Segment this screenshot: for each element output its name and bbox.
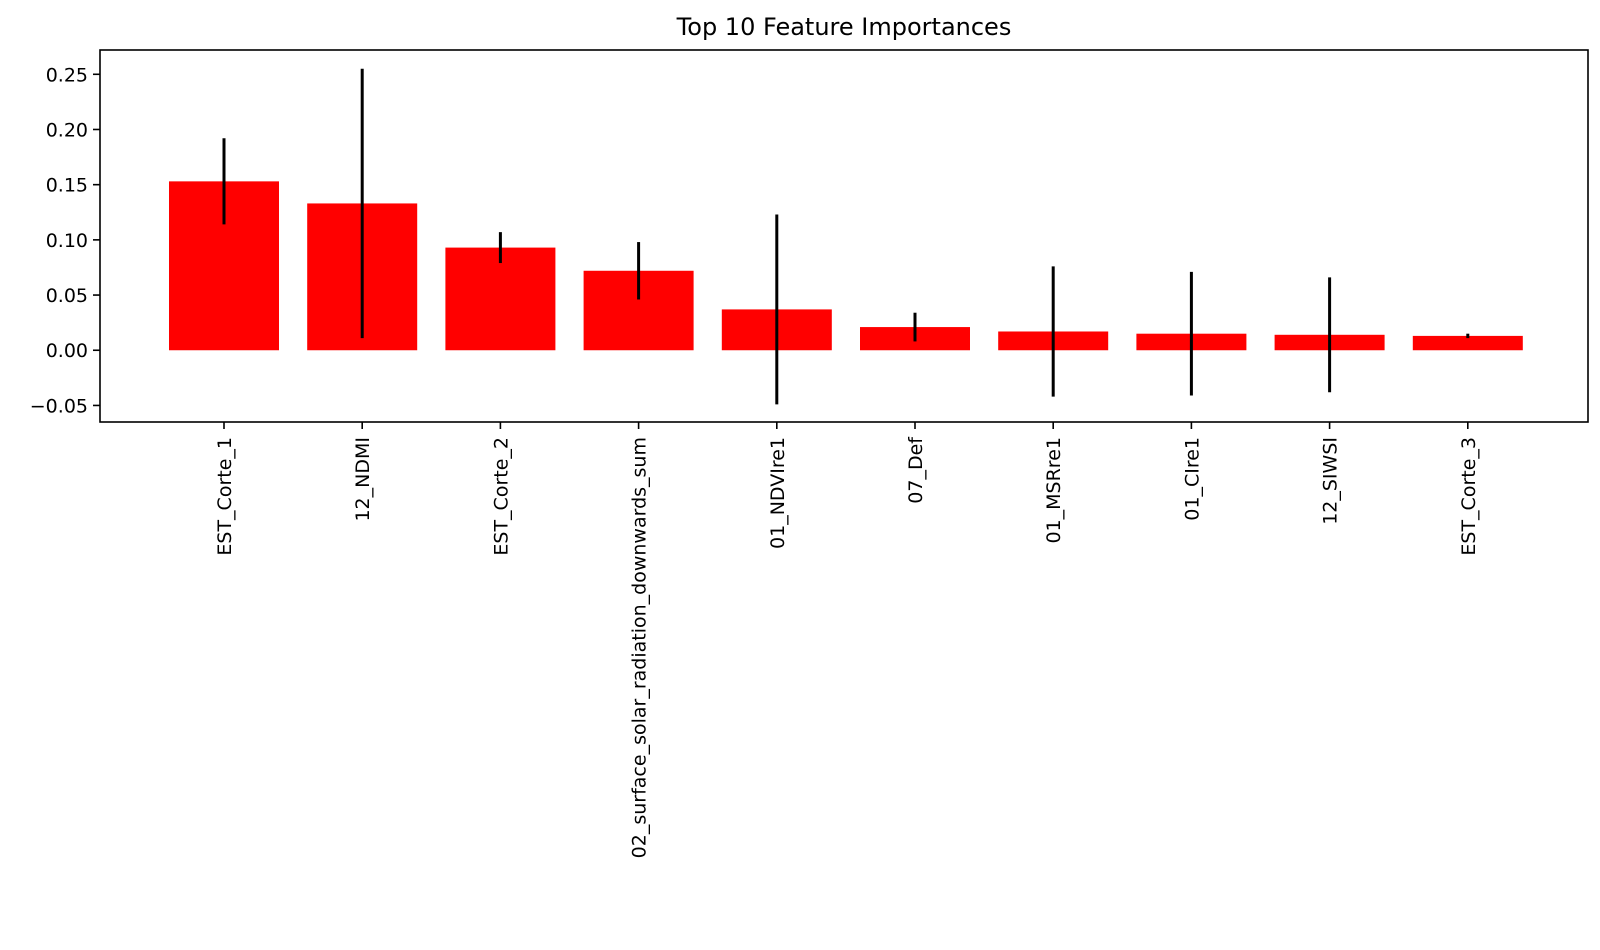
plot-frame [99, 49, 1589, 423]
x-tick-label: EST_Corte_2 [490, 437, 512, 556]
y-tick-label: 0.25 [46, 64, 88, 86]
y-tick-label: 0.10 [46, 230, 88, 252]
bar-EST_Corte_2 [445, 247, 556, 351]
x-tick-label: 02_surface_solar_radiation_downwards_sum [629, 437, 651, 858]
y-tick-label: 0.00 [46, 340, 88, 362]
x-tick-label: 01_MSRre1 [1043, 437, 1065, 544]
x-tick-label: 12_SIWSI [1320, 437, 1342, 525]
chart-title: Top 10 Feature Importances [676, 13, 1012, 41]
x-tick-label: 07_Def [905, 436, 927, 504]
y-axis: −0.05 0.00 0.05 0.10 0.15 0.20 0.25 [30, 64, 100, 417]
y-tick-label: −0.05 [30, 395, 88, 417]
y-tick-label: 0.05 [46, 285, 88, 307]
y-tick-label: 0.15 [46, 175, 88, 197]
x-axis: EST_Corte_1 12_NDMI EST_Corte_2 02_surface_… [214, 422, 1480, 858]
x-tick-label: 01_CIre1 [1181, 437, 1203, 521]
x-tick-label: 12_NDMI [352, 437, 374, 522]
error-bars-group [222, 68, 1470, 405]
bar-EST_Corte_3 [1412, 335, 1523, 351]
x-tick-label: EST_Corte_1 [214, 437, 236, 556]
y-tick-label: 0.20 [46, 119, 88, 141]
x-tick-label: EST_Corte_3 [1458, 437, 1480, 556]
x-tick-label: 01_NDVIre1 [767, 437, 789, 549]
bars-group [169, 181, 1523, 351]
